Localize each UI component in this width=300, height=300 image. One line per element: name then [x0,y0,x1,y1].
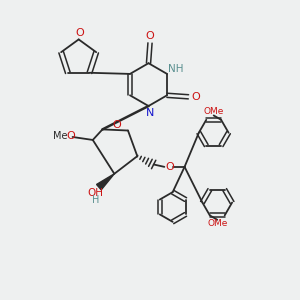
Text: O: O [165,162,174,172]
Text: NH: NH [168,64,184,74]
Text: O: O [146,32,154,41]
Text: O: O [112,120,121,130]
Text: OMe: OMe [203,107,224,116]
Polygon shape [97,174,114,190]
Text: O: O [75,28,84,38]
Text: O: O [191,92,200,102]
Text: Me: Me [53,131,67,141]
Text: H: H [92,195,99,205]
Text: OH: OH [87,188,103,198]
Text: N: N [146,108,154,118]
Text: OMe: OMe [207,219,227,228]
Text: O: O [66,131,75,141]
